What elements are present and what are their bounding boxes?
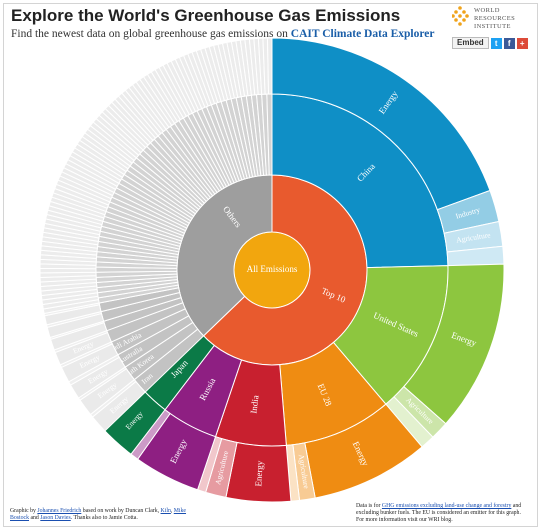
plus-share-icon[interactable]: + — [516, 37, 528, 49]
sector-india-energy-label: Energy — [253, 460, 265, 487]
kiln-link[interactable]: Kiln — [160, 508, 171, 514]
author-link[interactable]: Johannes Friedrich — [37, 508, 82, 514]
country-india-label: India — [248, 395, 260, 415]
wri-logo-icon[interactable] — [452, 5, 532, 41]
ghg-definition-link[interactable]: GHG emissions excluding land-use change … — [381, 503, 512, 509]
bostock-link[interactable]: Mike Bostock — [10, 508, 187, 521]
davies-link[interactable]: Jason Davies — [40, 515, 71, 521]
wri-logo-text: WORLD RESOURCES INSTITUTE — [474, 7, 516, 30]
embed-button[interactable]: Embed — [452, 37, 489, 49]
subtitle-text: Find the newest data on global greenhous… — [11, 28, 291, 40]
page-title: Explore the World's Greenhouse Gas Emiss… — [11, 6, 401, 25]
share-bar: Embed t f + — [452, 37, 528, 49]
cait-explorer-link[interactable]: CAIT Climate Data Explorer — [290, 28, 435, 40]
other-sector-arc[interactable] — [266, 37, 273, 95]
footer-credits: Graphic by Johannes Friedrich based on w… — [10, 508, 187, 521]
footer-data-note: Data is for GHG emissions excluding land… — [356, 503, 522, 523]
twitter-icon[interactable]: t — [490, 37, 502, 49]
page-subtitle: Find the newest data on global greenhous… — [11, 28, 434, 40]
facebook-icon[interactable]: f — [503, 37, 515, 49]
all-emissions-label: All Emissions — [247, 264, 298, 274]
